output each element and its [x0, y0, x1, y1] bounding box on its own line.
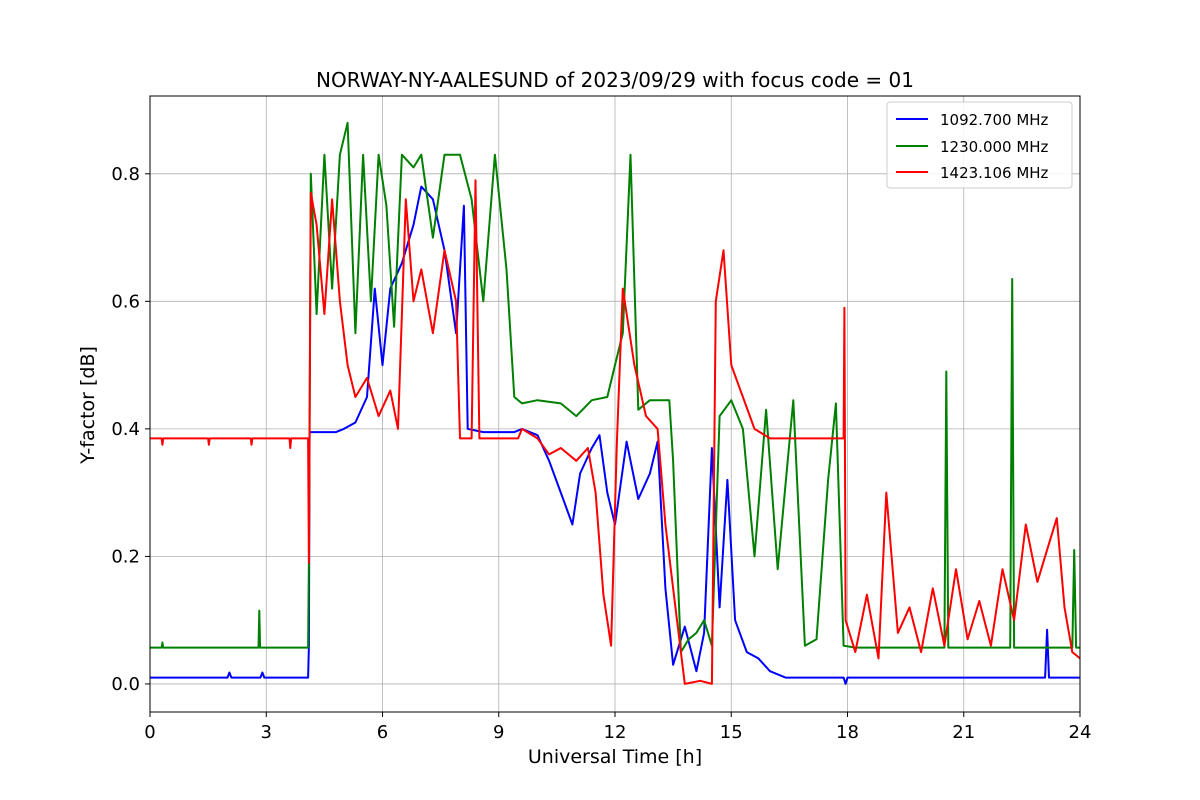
x-tick-label: 15 [720, 722, 743, 743]
legend-label-1423: 1423.106 MHz [940, 164, 1049, 182]
x-tick-label: 18 [836, 722, 859, 743]
y-tick-label: 0.2 [111, 546, 140, 567]
tick-layer: 0 3 6 9 12 15 18 21 24 0.0 0.2 0.4 0.6 0.8 [111, 164, 1091, 743]
legend: 1092.700 MHz 1230.000 MHz 1423.106 MHz [886, 101, 1073, 189]
x-tick-label: 24 [1069, 722, 1092, 743]
legend-label-1230: 1230.000 MHz [940, 138, 1049, 156]
y-tick-label: 0.4 [111, 419, 140, 440]
series-line-2 [150, 179, 1081, 685]
y-tick-label: 0.8 [111, 164, 140, 185]
series-layer [150, 121, 1081, 685]
y-tick-label: 0.6 [111, 291, 140, 312]
legend-box [886, 101, 1073, 189]
y-axis-label: Y-factor [dB] [77, 346, 99, 465]
x-tick-label: 21 [952, 722, 975, 743]
x-tick-label: 12 [604, 722, 627, 743]
series-line-0 [150, 185, 1080, 685]
plot-area: 0 3 6 9 12 15 18 21 24 0.0 0.2 0.4 0.6 0.8 [111, 95, 1091, 743]
chart-title: NORWAY-NY-AALESUND of 2023/09/29 with fo… [316, 68, 914, 92]
legend-label-1092: 1092.700 MHz [940, 111, 1049, 129]
x-tick-label: 9 [493, 722, 504, 743]
series-line-1 [150, 121, 1080, 654]
x-tick-label: 3 [261, 722, 272, 743]
x-tick-label: 6 [377, 722, 388, 743]
y-tick-label: 0.0 [111, 674, 140, 695]
x-axis-label: Universal Time [h] [528, 746, 702, 768]
x-tick-label: 0 [144, 722, 155, 743]
